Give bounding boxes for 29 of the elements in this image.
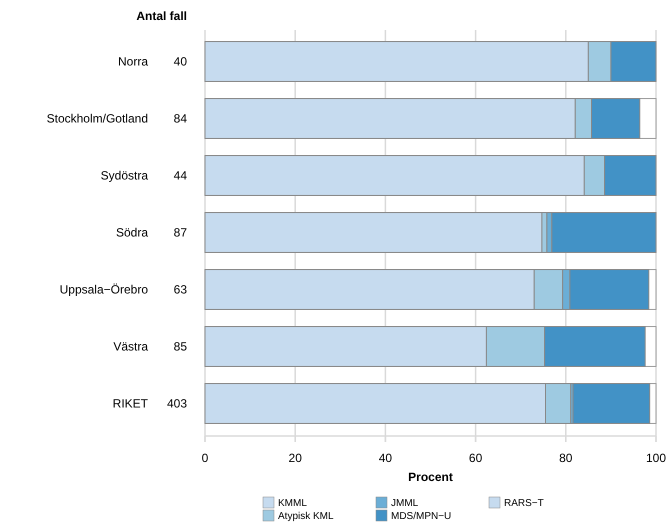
x-tick-label: 40 <box>378 451 392 465</box>
legend-label: MDS/MPN−U <box>391 511 452 522</box>
bar <box>572 383 650 424</box>
text: 84 <box>174 112 188 126</box>
x-tick-label: 60 <box>468 451 483 465</box>
legend-label: JMML <box>391 498 419 509</box>
x-tick-label: 20 <box>288 451 302 465</box>
x-tick-label: 100 <box>646 451 666 465</box>
text: 63 <box>174 282 188 297</box>
legend-label: Atypisk KML <box>278 511 334 522</box>
text: Antal fall <box>136 9 187 23</box>
x-tick-label: 80 <box>559 451 573 465</box>
legend-label: KMML <box>278 498 308 509</box>
x-tick-label: 0 <box>202 451 209 465</box>
y-tick-label: RIKET <box>112 396 149 411</box>
y-tick-label: Södra <box>116 226 148 240</box>
y-tick-label: Västra <box>113 340 148 354</box>
legend-label: RARS−T <box>504 498 544 509</box>
y-tick-label: Stockholm/Gotland <box>46 112 148 126</box>
y-tick-label: Norra <box>118 54 148 69</box>
x-axis-title: Procent <box>408 470 453 484</box>
text: 44 <box>174 168 188 183</box>
bar <box>204 212 542 253</box>
text: 87 <box>174 226 188 240</box>
text: 85 <box>174 340 188 354</box>
y-tick-label: Sydöstra <box>100 168 148 183</box>
text: 40 <box>174 54 188 69</box>
text: 403 <box>166 396 188 411</box>
y-tick-label: Uppsala−Örebro <box>60 282 148 297</box>
